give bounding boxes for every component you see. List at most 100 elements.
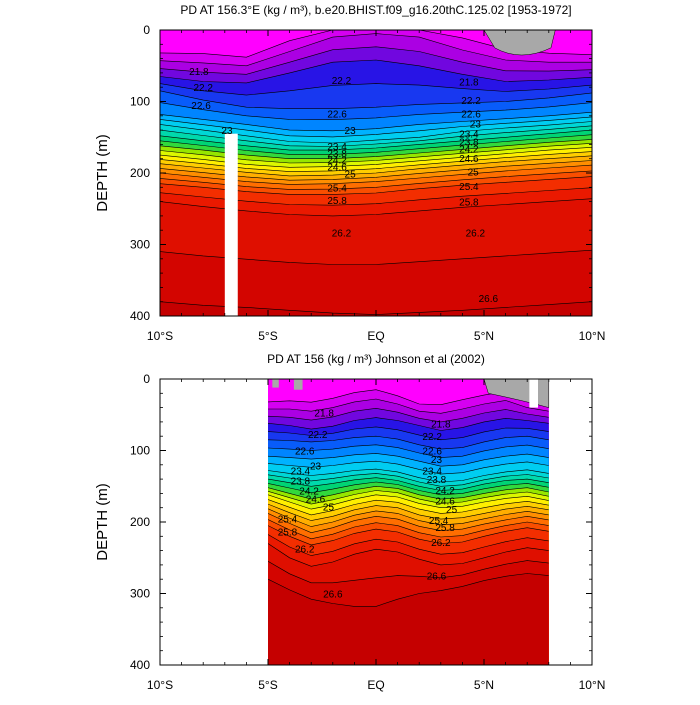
contour-label: 21.8	[314, 409, 334, 420]
contour-label: 23.4	[327, 142, 347, 153]
contour-label: 25.8	[435, 523, 455, 534]
contour-label: 25	[446, 505, 458, 516]
contour-line	[268, 477, 549, 491]
contour-line	[268, 534, 549, 556]
chart-title: PD AT 156.3°E (kg / m³), b.e20.BHIST.f09…	[180, 3, 571, 17]
contour-label: 23.8	[291, 477, 311, 488]
x-tick-label: 10°N	[579, 678, 606, 692]
contour-label: 22.6	[422, 447, 442, 458]
contour-line	[160, 102, 592, 121]
contour-label: 26.6	[323, 590, 343, 601]
x-tick-label: 10°N	[579, 329, 606, 343]
contour-label: 26.6	[479, 294, 499, 305]
contour-fill-layer	[160, 30, 592, 316]
contour-label: 25	[468, 168, 480, 179]
contour-label: 22.6	[295, 447, 315, 458]
contour-line	[268, 453, 549, 467]
contour-label: 23.8	[327, 149, 347, 160]
contour-label: 25.8	[327, 196, 347, 207]
masked-regions	[224, 29, 556, 316]
contour-label: 22.2	[461, 96, 481, 107]
missing-data-band	[224, 133, 238, 316]
x-tick-label: 5°N	[474, 678, 494, 692]
contour-label: 25.4	[327, 183, 347, 194]
contour-label: 26.2	[295, 544, 315, 555]
contour-line	[268, 435, 549, 450]
contour-band	[268, 573, 549, 665]
y-tick-label: 0	[143, 372, 150, 386]
contour-line	[160, 116, 592, 138]
chart-panel-bottom: PD AT 156 (kg / m³) Johnson et al (2002)…	[94, 352, 605, 692]
contour-label: 23.4	[459, 130, 479, 141]
contour-label: 23	[431, 455, 443, 466]
y-axis-label: DEPTH (m)	[94, 483, 111, 561]
contour-label: 21.8	[459, 77, 479, 88]
contour-label: 23.8	[459, 138, 479, 149]
contour-line	[268, 503, 549, 521]
contour-label: 22.2	[193, 83, 213, 94]
y-tick-label: 100	[130, 95, 150, 109]
contour-line	[268, 407, 549, 423]
contour-label: 22.2	[308, 430, 328, 441]
contour-line	[268, 468, 549, 483]
contour-label: 23	[310, 462, 322, 473]
contour-fill-layer	[268, 379, 549, 665]
axes: 10°S 5°S EQ 5°N 10°N 0 100 200 300 400	[130, 23, 605, 343]
contour-label: 26.2	[466, 228, 486, 239]
contour-label: 25	[345, 170, 357, 181]
contour-line	[268, 525, 549, 546]
contour-band	[160, 250, 592, 316]
contour-label: 26.2	[332, 228, 352, 239]
y-tick-label: 300	[130, 238, 150, 252]
contour-label: 21.8	[431, 419, 451, 430]
contour-label: 25.4	[278, 514, 298, 525]
contour-label: 24.6	[435, 497, 455, 508]
y-tick-label: 100	[130, 444, 150, 458]
contour-line	[268, 499, 549, 516]
contour-label: 24.2	[299, 487, 319, 498]
contour-label: 26.6	[427, 572, 447, 583]
contour-label: 24.2	[435, 486, 455, 497]
land-mask	[483, 29, 556, 56]
contour-label: 25.4	[429, 516, 449, 527]
x-tick-label: EQ	[367, 329, 384, 343]
contour-label: 24.6	[306, 494, 326, 505]
x-tick-label: 5°S	[258, 678, 277, 692]
x-tick-label: 5°S	[258, 329, 277, 343]
contour-line	[268, 444, 549, 458]
contour-line	[268, 417, 549, 431]
contour-label: 21.8	[189, 67, 209, 78]
y-tick-label: 200	[130, 166, 150, 180]
contour-line	[160, 111, 592, 132]
x-tick-label: 10°S	[147, 678, 173, 692]
contour-label: 24.2	[459, 145, 479, 156]
y-tick-label: 400	[130, 309, 150, 323]
axes: 10°S 5°S EQ 5°N 10°N 0 100 200 300 400	[130, 372, 605, 692]
missing-data-band	[529, 379, 538, 408]
contour-label: 22.2	[332, 76, 352, 87]
contour-label-layer: 21.822.222.62323.423.824.224.62525.425.8…	[278, 409, 458, 601]
contour-line	[160, 90, 592, 109]
y-tick-label: 0	[143, 23, 150, 37]
contour-line-layer	[268, 389, 549, 607]
contour-label: 25.4	[459, 182, 479, 193]
contour-label: 23	[470, 120, 482, 131]
contour-label: 26.2	[431, 538, 451, 549]
masked-regions	[272, 378, 550, 408]
contour-label: 23.8	[427, 475, 447, 486]
contour-line	[268, 490, 549, 505]
contour-label: 25	[323, 502, 335, 513]
y-tick-label: 300	[130, 587, 150, 601]
contour-line	[268, 485, 549, 500]
contour-label: 23.4	[291, 467, 311, 478]
contour-line	[268, 519, 549, 540]
x-tick-label: 10°S	[147, 329, 173, 343]
contour-line	[268, 508, 549, 527]
contour-line	[160, 83, 592, 96]
y-tick-label: 400	[130, 658, 150, 672]
land-mask	[272, 379, 279, 388]
contour-label: 25.8	[459, 198, 479, 209]
chart-title: PD AT 156 (kg / m³) Johnson et al (2002)	[267, 352, 485, 366]
